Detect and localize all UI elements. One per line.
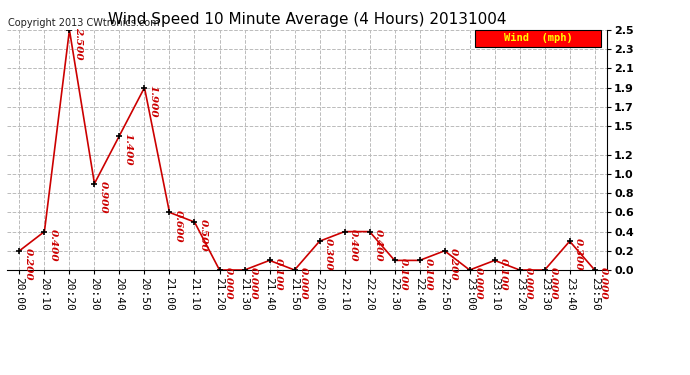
Text: 0.600: 0.600: [174, 210, 183, 242]
Text: 0.400: 0.400: [348, 229, 357, 261]
FancyBboxPatch shape: [475, 30, 601, 47]
Text: 0.000: 0.000: [599, 267, 608, 300]
Text: 0.100: 0.100: [499, 258, 508, 290]
Text: 0.000: 0.000: [299, 267, 308, 300]
Text: 2.500: 2.500: [74, 27, 83, 60]
Text: 0.400: 0.400: [374, 229, 383, 261]
Text: 0.000: 0.000: [474, 267, 483, 300]
Text: 0.100: 0.100: [274, 258, 283, 290]
Text: 0.200: 0.200: [448, 248, 457, 280]
Text: 0.100: 0.100: [399, 258, 408, 290]
Title: Wind Speed 10 Minute Average (4 Hours) 20131004: Wind Speed 10 Minute Average (4 Hours) 2…: [108, 12, 506, 27]
Text: 0.000: 0.000: [524, 267, 533, 300]
Text: 1.400: 1.400: [124, 133, 132, 165]
Text: 0.500: 0.500: [199, 219, 208, 252]
Text: 0.100: 0.100: [424, 258, 433, 290]
Text: 0.000: 0.000: [248, 267, 257, 300]
Text: 0.300: 0.300: [574, 238, 583, 271]
Text: 0.200: 0.200: [23, 248, 32, 280]
Text: 0.900: 0.900: [99, 181, 108, 213]
Text: Wind  (mph): Wind (mph): [504, 33, 573, 44]
Text: 1.900: 1.900: [148, 85, 157, 117]
Text: Copyright 2013 CWtronics.com: Copyright 2013 CWtronics.com: [8, 18, 159, 28]
Text: 0.000: 0.000: [549, 267, 558, 300]
Text: 0.400: 0.400: [48, 229, 57, 261]
Text: 0.000: 0.000: [224, 267, 233, 300]
Text: 0.300: 0.300: [324, 238, 333, 271]
